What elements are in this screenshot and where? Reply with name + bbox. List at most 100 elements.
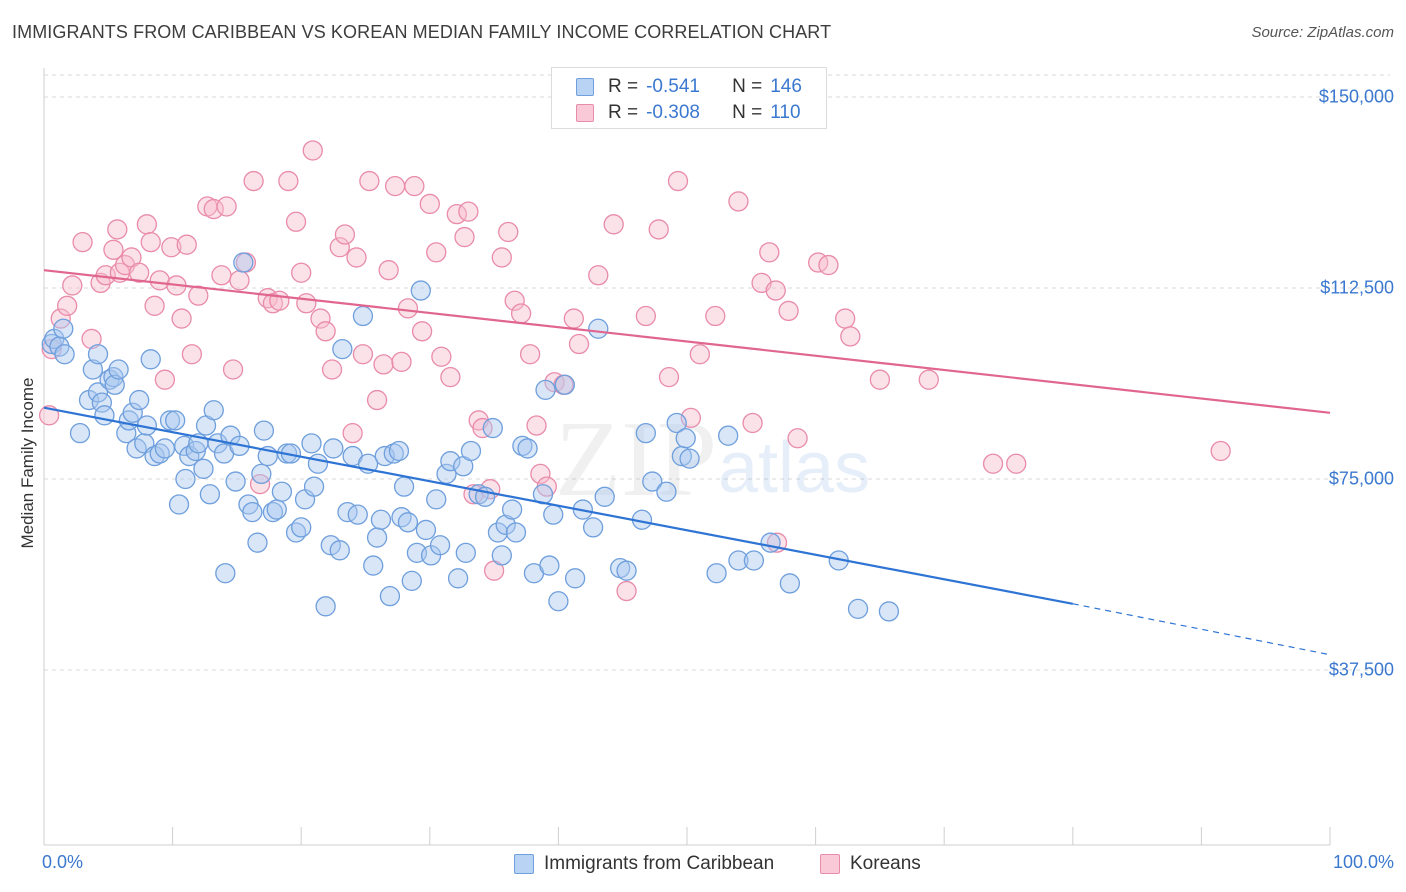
koreans-point-69 (472, 417, 493, 439)
bottom-legend-label: Immigrants from Caribbean (544, 853, 775, 874)
caribbean-point-86 (415, 519, 437, 541)
koreans-point-49 (346, 247, 367, 268)
trend-line-caribbean-extension (1072, 603, 1331, 656)
caribbean-point-94 (455, 542, 476, 564)
koreans-point-60 (419, 193, 440, 215)
koreans-point-30 (222, 359, 244, 380)
koreans-point-84 (588, 265, 609, 286)
koreans-point-15 (136, 214, 158, 235)
caribbean-point-109 (539, 555, 560, 576)
caribbean-point-102 (501, 499, 523, 520)
watermark-atlas: atlas (718, 428, 870, 508)
caribbean-point-92 (447, 568, 469, 589)
koreans-point-93 (705, 305, 726, 327)
koreans-point-50 (352, 344, 374, 365)
koreans-point-82 (563, 308, 584, 329)
koreans-point-89 (658, 366, 680, 388)
caribbean-point-8 (87, 382, 109, 403)
koreans-point-44 (315, 321, 336, 342)
caribbean-point-73 (363, 555, 384, 576)
koreans-point-85 (603, 214, 624, 235)
caribbean-point-82 (397, 512, 419, 533)
koreans-point-53 (373, 354, 394, 375)
legend-n-value: 146 (770, 76, 802, 97)
caribbean-point-50 (253, 420, 275, 441)
x-tick-label-max: 100.0% (1332, 852, 1394, 872)
koreans-point-9 (103, 239, 124, 260)
koreans-point-62 (431, 346, 452, 367)
caribbean-point-3 (53, 318, 74, 339)
legend-n-value: 110 (770, 102, 801, 123)
koreans-point-51 (359, 170, 380, 192)
caribbean-point-58 (291, 517, 312, 538)
caribbean-point-48 (247, 532, 268, 553)
caribbean-point-129 (718, 425, 739, 446)
caribbean-point-99 (487, 522, 509, 543)
legend-row-caribbean: R = -0.541 N = 146 (576, 76, 802, 98)
caribbean-point-41 (215, 563, 236, 584)
caribbean-point-77 (379, 585, 401, 607)
koreans-point-108 (982, 453, 1004, 474)
koreans-point-31 (229, 270, 250, 291)
caribbean-point-79 (388, 440, 410, 462)
caribbean-point-23 (140, 349, 161, 370)
koreans-point-61 (426, 242, 447, 263)
koreans-point-14 (129, 262, 150, 283)
koreans-point-83 (568, 333, 590, 355)
caribbean-point-100 (491, 545, 512, 566)
y-tick-label-37500: $37,500 (1328, 659, 1394, 680)
koreans-point-17 (144, 295, 165, 316)
koreans-point-104 (835, 308, 856, 329)
caribbean-point-18 (122, 402, 143, 423)
caribbean-point-29 (168, 494, 190, 515)
caribbean-point-113 (564, 568, 586, 589)
koreans-point-98 (759, 242, 780, 263)
koreans-point-42 (302, 140, 323, 161)
caribbean-point-43 (225, 471, 246, 492)
caribbean-point-31 (175, 468, 196, 490)
koreans-point-43 (310, 308, 331, 329)
caribbean-point-81 (393, 476, 415, 497)
legend-r-label: R = (608, 76, 639, 97)
koreans-point-86 (616, 580, 637, 602)
koreans-point-105 (840, 326, 861, 347)
legend-row-koreans: R = -0.308 N = 110 (576, 102, 801, 124)
koreans-point-75 (510, 303, 532, 324)
koreans-point-46 (329, 237, 350, 258)
y-tick-label-150000: $150,000 (1318, 86, 1394, 107)
koreans-point-65 (454, 226, 475, 248)
koreans-point-73 (498, 221, 519, 243)
koreans-point-27 (203, 198, 224, 220)
koreans-point-110 (1210, 440, 1231, 462)
caribbean-point-121 (635, 423, 656, 444)
koreans-point-87 (635, 305, 656, 327)
caribbean-point-33 (185, 440, 206, 462)
caribbean-point-47 (242, 501, 263, 523)
koreans-point-99 (765, 280, 786, 301)
caribbean-point-75 (370, 509, 392, 530)
bottom-legend-label: Koreans (850, 853, 921, 874)
koreans-point-56 (391, 351, 412, 373)
koreans-point-33 (243, 170, 264, 192)
caribbean-point-130 (728, 550, 749, 571)
koreans-point-92 (689, 344, 711, 365)
koreans-point-95 (728, 191, 749, 212)
koreans-point-6 (81, 328, 102, 350)
caribbean-point-26 (154, 438, 176, 459)
koreans-point-66 (458, 201, 479, 222)
caribbean-point-10 (91, 392, 113, 413)
legend-swatch-blue (576, 78, 594, 96)
caribbean-point-67 (332, 338, 353, 360)
koreans-point-48 (342, 423, 363, 444)
koreans-point-19 (154, 369, 176, 390)
legend-r-label: R = (608, 102, 639, 123)
caribbean-point-122 (642, 471, 663, 492)
koreans-point-103 (818, 254, 839, 276)
y-tick-label-112500: $112,500 (1320, 277, 1394, 298)
koreans-point-47 (334, 224, 356, 245)
caribbean-point-62 (307, 453, 329, 474)
axes (43, 68, 1331, 846)
caribbean-point-53 (266, 499, 287, 520)
koreans-point-29 (216, 196, 237, 217)
